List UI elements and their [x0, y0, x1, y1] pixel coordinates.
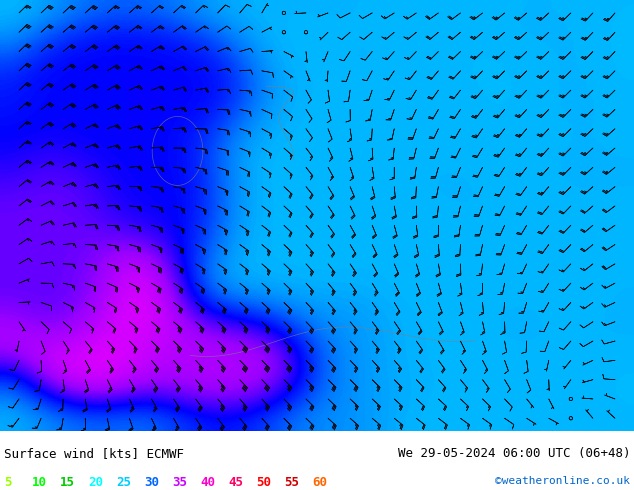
Text: 55: 55	[284, 476, 299, 489]
Text: 40: 40	[200, 476, 215, 489]
Text: 5: 5	[4, 476, 11, 489]
Text: 15: 15	[60, 476, 75, 489]
Text: We 29-05-2024 06:00 UTC (06+48): We 29-05-2024 06:00 UTC (06+48)	[398, 447, 630, 461]
Text: 45: 45	[228, 476, 243, 489]
Text: 10: 10	[32, 476, 47, 489]
Text: 30: 30	[144, 476, 159, 489]
Text: 50: 50	[256, 476, 271, 489]
Text: Surface wind [kts] ECMWF: Surface wind [kts] ECMWF	[4, 447, 184, 461]
Text: ©weatheronline.co.uk: ©weatheronline.co.uk	[495, 476, 630, 486]
Text: 35: 35	[172, 476, 187, 489]
Text: 60: 60	[312, 476, 327, 489]
Text: 20: 20	[88, 476, 103, 489]
Text: 25: 25	[116, 476, 131, 489]
